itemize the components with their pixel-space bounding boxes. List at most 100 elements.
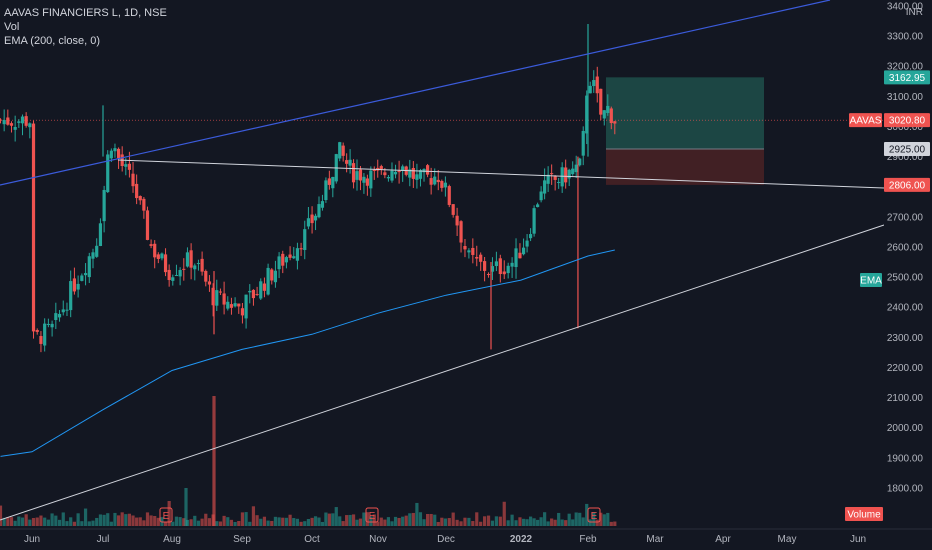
candle-body	[560, 167, 564, 187]
volume-bar	[281, 517, 285, 526]
volume-bar	[50, 513, 54, 526]
price-tick-label: 3000.00	[887, 122, 924, 133]
volume-bar	[331, 513, 335, 526]
volume-bar	[436, 521, 440, 526]
price-tick-label: 2400.00	[887, 303, 924, 314]
volume-bar	[233, 521, 237, 526]
volume-bar	[506, 520, 510, 526]
time-tick-label: Jun	[24, 534, 40, 545]
volume-bar	[83, 508, 88, 526]
volume-bar	[320, 521, 325, 526]
symbol-title[interactable]: AAVAS FINANCIERS L, 1D, NSE	[4, 7, 167, 19]
price-tick-label: 3200.00	[887, 62, 924, 73]
candle-body	[277, 256, 281, 270]
volume-bar	[609, 521, 613, 526]
candle-body	[303, 229, 307, 250]
candle-body	[369, 170, 373, 189]
candle-body	[281, 253, 285, 266]
candle-body	[455, 215, 459, 226]
volume-bar	[510, 514, 514, 526]
volume-bar	[266, 520, 270, 526]
price-tick-label: 2500.00	[887, 273, 924, 284]
symbol-tag-bg	[849, 113, 882, 128]
last-price-label-bg	[884, 113, 930, 128]
volume-bar	[327, 513, 331, 526]
earnings-marker	[587, 507, 601, 523]
candle-body	[222, 293, 226, 305]
candle-body	[83, 273, 88, 276]
candle-body	[43, 323, 47, 346]
candle-body	[317, 204, 321, 218]
volume-bar	[571, 519, 575, 526]
candle-body	[411, 167, 415, 179]
candle-body	[102, 189, 106, 222]
volume-tag-bg	[845, 507, 883, 521]
volume-bar	[494, 516, 498, 526]
volume-bar	[418, 512, 423, 526]
volume-bar	[560, 519, 564, 526]
volume-bar	[543, 512, 547, 526]
volume-bar	[411, 512, 415, 526]
candle-body	[490, 266, 495, 272]
volume-bar	[196, 520, 201, 526]
candle-body	[567, 169, 571, 179]
volume-bar	[521, 518, 526, 526]
entry-price-label-bg	[884, 142, 930, 157]
candle-body	[433, 176, 437, 185]
time-tick-label: Aug	[163, 534, 181, 545]
candle-body	[193, 265, 197, 270]
candle-body	[313, 215, 318, 221]
candle-body	[259, 281, 263, 299]
volume-bar	[65, 521, 69, 526]
ema-legend[interactable]: EMA (200, close, 0)	[4, 35, 100, 47]
volume-bar	[451, 512, 455, 526]
volume-bar	[553, 519, 557, 526]
candle-body	[543, 180, 547, 194]
volume-bar	[153, 516, 157, 526]
candle-body	[284, 257, 289, 263]
candle-body	[506, 265, 510, 274]
candle-body	[345, 160, 349, 164]
price-tick-label: 1900.00	[887, 453, 924, 464]
volume-bar	[193, 515, 197, 526]
candle-body	[606, 105, 610, 113]
volume-bar	[369, 516, 373, 526]
candle-body	[160, 253, 164, 259]
candle-body	[479, 254, 483, 262]
volume-bar	[226, 517, 230, 526]
price-tick-label: 2100.00	[887, 393, 924, 404]
volume-bar	[106, 513, 110, 526]
time-tick-label: Mar	[646, 534, 664, 545]
time-tick-label: Jun	[850, 534, 866, 545]
candle-body	[57, 313, 62, 318]
candle-body	[35, 330, 39, 332]
volume-bar	[95, 517, 99, 526]
candle-body	[362, 176, 366, 183]
candle-body	[80, 275, 84, 281]
volume-legend[interactable]: Vol	[4, 21, 20, 33]
candle-body	[145, 210, 150, 240]
candle-body	[251, 289, 256, 299]
volume-bar	[80, 521, 84, 526]
volume-bar	[334, 507, 338, 526]
volume-bar	[0, 505, 3, 526]
volume-bar	[149, 515, 153, 526]
ema-tag: EMA	[860, 276, 882, 287]
volume-bar	[43, 517, 47, 526]
candle-body	[528, 234, 533, 239]
volume-bar	[602, 514, 606, 526]
volume-bar	[539, 517, 543, 526]
currency-label: INR	[906, 7, 923, 18]
volume-bar	[171, 521, 175, 526]
volume-bar	[31, 517, 36, 526]
candle-body	[98, 223, 103, 247]
candle-body	[20, 116, 25, 124]
candle-body	[167, 269, 171, 281]
volume-bar	[189, 519, 193, 526]
volume-bar	[408, 513, 412, 526]
price-tick-label: 2700.00	[887, 212, 924, 223]
volume-bar	[550, 518, 554, 526]
volume-bar	[248, 521, 252, 526]
candle-body	[266, 267, 270, 295]
